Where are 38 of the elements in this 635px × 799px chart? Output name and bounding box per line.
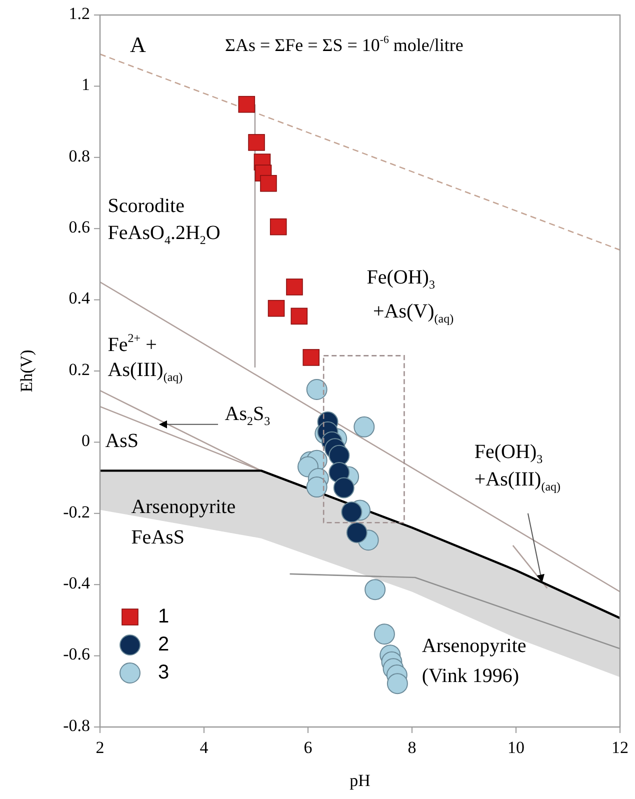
y-axis-title: Eh(V) [16, 350, 36, 392]
annotation: Arsenopyrite [422, 634, 526, 656]
x-axis-title: pH [350, 770, 370, 790]
text: A [130, 32, 146, 58]
y-tick-label: -0.8 [63, 716, 90, 735]
y-tick-label: 1 [82, 75, 90, 94]
text: ΣAs = ΣFe = ΣS = 10$^{-6}$ mole/litre [225, 34, 464, 56]
annotation: AsS [105, 430, 139, 452]
x-tick-label: 6 [304, 738, 312, 757]
x-tick-label: 8 [408, 738, 416, 757]
annotation: +As(III)$_{(aq)}$ [474, 468, 561, 494]
annotation: (Vink 1996) [422, 664, 520, 687]
annotation: +As(V)$_{(aq)}$ [373, 300, 454, 326]
y-tick-label: -0.6 [63, 644, 90, 664]
x-tick-label: 12 [612, 738, 628, 757]
annotation: Fe(OH)$_{3}$ [474, 440, 543, 466]
y-tick-label: 1.2 [68, 4, 90, 23]
y-tick-label: -0.4 [63, 574, 90, 593]
annotation: FeAsO$_{4}$.2H$_{2}$O [108, 222, 220, 247]
y-tick-label: 0.8 [68, 146, 90, 166]
y-tick-label: -0.2 [63, 502, 90, 522]
y-tick-label: 0.2 [68, 360, 90, 379]
y-tick-label: 0 [82, 431, 90, 450]
legend-label: 3 [158, 661, 170, 684]
annotation: As(III)$_{(aq)}$ [108, 358, 183, 384]
annotation: Arsenopyrite [131, 496, 236, 518]
annotation: Fe(OH)$_{3}$ [366, 266, 435, 292]
annotation: As$_{2}$S$_{3}$ [224, 402, 270, 428]
x-tick-label: 2 [96, 738, 104, 757]
annotation: Scorodite [108, 194, 185, 217]
x-tick-label: 4 [200, 738, 209, 757]
annotation: Fe$^{2+}$ + [108, 330, 157, 356]
x-tick-label: 10 [508, 738, 524, 757]
y-tick-label: 0.6 [68, 218, 90, 237]
legend-label: 2 [158, 633, 170, 656]
legend-label: 1 [158, 605, 170, 628]
y-tick-label: 0.4 [68, 288, 90, 308]
annotation: FeAsS [131, 526, 185, 548]
